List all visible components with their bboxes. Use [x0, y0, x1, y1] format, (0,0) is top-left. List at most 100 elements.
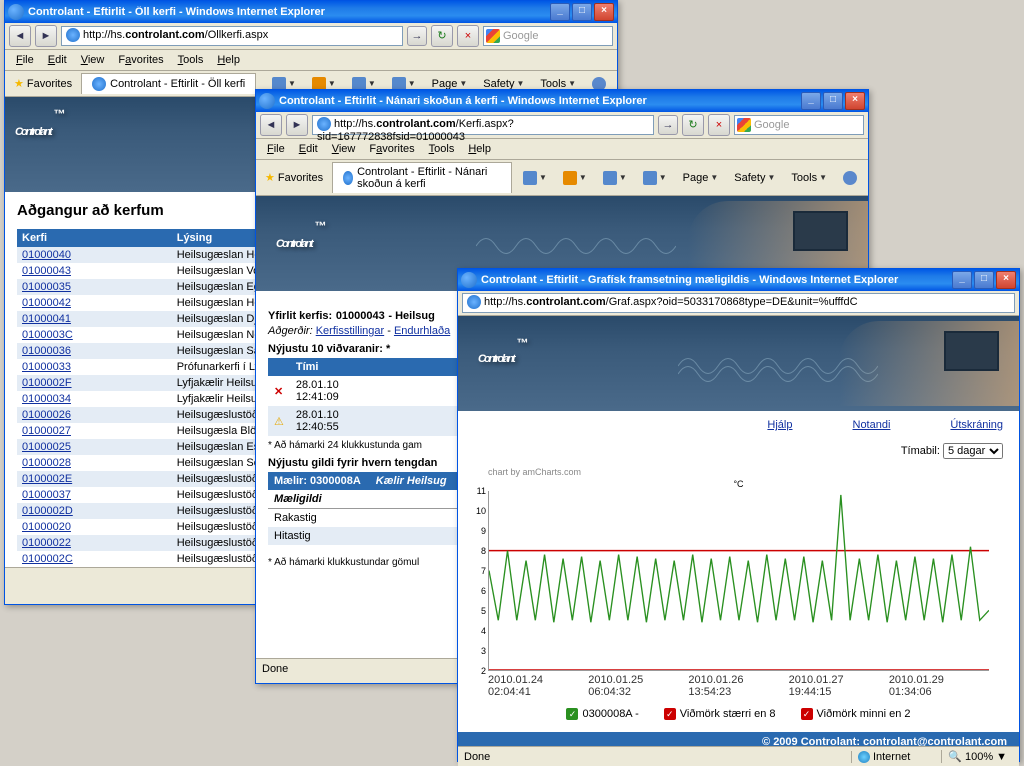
refresh-button[interactable]: ↻: [682, 114, 704, 136]
menu-favorites[interactable]: Favorites: [112, 52, 169, 68]
minimize-button[interactable]: _: [952, 271, 972, 289]
kerfi-link[interactable]: 01000026: [22, 409, 71, 421]
brand-banner: Controlant™: [458, 316, 1019, 411]
google-icon: [486, 29, 500, 43]
timespan-row: Tímabil: 5 dagar: [458, 439, 1019, 463]
kerfi-link[interactable]: 01000020: [22, 521, 71, 533]
home-button[interactable]: ▼: [516, 168, 554, 188]
tools-menu[interactable]: Tools ▼: [784, 169, 834, 187]
address-bar[interactable]: http://hs.controlant.com/Kerfi.aspx?sid=…: [312, 115, 654, 135]
menu-file[interactable]: File: [10, 52, 40, 68]
link-logout[interactable]: Útskráning: [950, 419, 1003, 431]
menu-favorites[interactable]: Favorites: [363, 141, 420, 157]
kerfi-link[interactable]: 0100002F: [22, 377, 72, 389]
col-time: Tími: [290, 358, 474, 376]
ytick-label: 4: [471, 626, 486, 636]
feed-icon: [563, 171, 577, 185]
kerfi-link[interactable]: 01000041: [22, 313, 71, 325]
xtick-label: 2010.01.24 02:04:41: [488, 674, 588, 698]
help-icon-button[interactable]: [836, 168, 864, 188]
forward-button[interactable]: ►: [35, 25, 57, 47]
ie-icon: [259, 93, 275, 109]
link-user[interactable]: Notandi: [853, 419, 891, 431]
link-help[interactable]: Hjálp: [767, 419, 792, 431]
kerfi-link[interactable]: 01000028: [22, 457, 71, 469]
ie-icon: [8, 4, 24, 20]
close-button[interactable]: ×: [594, 3, 614, 21]
kerfi-link[interactable]: 01000027: [22, 425, 71, 437]
kerfi-link[interactable]: 01000025: [22, 441, 71, 453]
page-menu[interactable]: Page ▼: [676, 169, 726, 187]
favorites-bar: ★Favorites Controlant - Eftirlit - Nánar…: [256, 160, 868, 196]
go-button[interactable]: →: [407, 26, 427, 46]
status-text: Done: [262, 663, 288, 675]
stop-button[interactable]: ×: [708, 114, 730, 136]
back-button[interactable]: ◄: [9, 25, 31, 47]
kerfi-link[interactable]: 01000034: [22, 393, 71, 405]
kerfi-link[interactable]: 0100002C: [22, 553, 73, 565]
maximize-button[interactable]: □: [572, 3, 592, 21]
chart-plot: 234567891011: [488, 491, 989, 671]
link-kerfisstillingar[interactable]: Kerfisstillingar: [316, 325, 384, 337]
go-button[interactable]: →: [658, 115, 678, 135]
search-box[interactable]: Google: [483, 26, 613, 46]
globe-icon: [858, 751, 870, 763]
brand-logo: Controlant™: [276, 204, 325, 259]
close-button[interactable]: ×: [845, 92, 865, 110]
address-bar[interactable]: http://hs.controlant.com/Ollkerfi.aspx: [61, 26, 403, 46]
favorites-button[interactable]: ★Favorites: [260, 169, 328, 186]
minimize-button[interactable]: _: [550, 3, 570, 21]
kerfi-link[interactable]: 0100002E: [22, 473, 72, 485]
titlebar[interactable]: Controlant - Eftirlit - Grafísk framsetn…: [458, 269, 1019, 291]
kerfi-link[interactable]: 0100003C: [22, 329, 73, 341]
page-icon: [92, 77, 106, 91]
forward-button[interactable]: ►: [286, 114, 308, 136]
maximize-button[interactable]: □: [974, 271, 994, 289]
menu-view[interactable]: View: [326, 141, 362, 157]
titlebar[interactable]: Controlant - Eftirlit - Nánari skoðun á …: [256, 90, 868, 112]
chart-area: chart by amCharts.com °C 234567891011 20…: [458, 463, 1019, 724]
link-endurhlada[interactable]: Endurhlaða: [394, 325, 450, 337]
close-button[interactable]: ×: [996, 271, 1016, 289]
kerfi-link[interactable]: 01000043: [22, 265, 71, 277]
chart-xlabels: 2010.01.24 02:04:412010.01.25 06:04:3220…: [488, 674, 989, 698]
ytick-label: 2: [471, 666, 486, 676]
favorites-button[interactable]: ★Favorites: [9, 75, 77, 92]
kerfi-link[interactable]: 01000040: [22, 249, 71, 261]
maximize-button[interactable]: □: [823, 92, 843, 110]
browser-tab[interactable]: Controlant - Eftirlit - Öll kerfi: [81, 73, 256, 94]
kerfi-link[interactable]: 01000036: [22, 345, 71, 357]
kerfi-link[interactable]: 01000033: [22, 361, 71, 373]
browser-tab[interactable]: Controlant - Eftirlit - Nánari skoðun á …: [332, 162, 512, 193]
refresh-button[interactable]: ↻: [431, 25, 453, 47]
back-button[interactable]: ◄: [260, 114, 282, 136]
search-box[interactable]: Google: [734, 115, 864, 135]
print-button[interactable]: ▼: [636, 168, 674, 188]
address-bar[interactable]: http://hs.controlant.com/Graf.aspx?oid=5…: [462, 293, 1015, 313]
ytick-label: 6: [471, 586, 486, 596]
mail-button[interactable]: ▼: [596, 168, 634, 188]
menu-file[interactable]: File: [261, 141, 291, 157]
menu-edit[interactable]: Edit: [293, 141, 324, 157]
safety-menu[interactable]: Safety ▼: [727, 169, 782, 187]
minimize-button[interactable]: _: [801, 92, 821, 110]
kerfi-link[interactable]: 01000022: [22, 537, 71, 549]
kerfi-link[interactable]: 0100002D: [22, 505, 73, 517]
menu-edit[interactable]: Edit: [42, 52, 73, 68]
kerfi-link[interactable]: 01000042: [22, 297, 71, 309]
kerfi-link[interactable]: 01000037: [22, 489, 71, 501]
menu-help[interactable]: Help: [462, 141, 497, 157]
kerfi-link[interactable]: 01000035: [22, 281, 71, 293]
stop-button[interactable]: ×: [457, 25, 479, 47]
print-icon: [643, 171, 657, 185]
alert-time: 28.01.1012:40:55: [290, 406, 474, 436]
timespan-select[interactable]: 5 dagar: [943, 443, 1003, 459]
menu-help[interactable]: Help: [211, 52, 246, 68]
legend-item: ✓Viðmörk stærri en 8: [664, 708, 776, 720]
titlebar[interactable]: Controlant - Eftirlit - Öll kerfi - Wind…: [5, 1, 617, 23]
menu-tools[interactable]: Tools: [423, 141, 461, 157]
menu-view[interactable]: View: [75, 52, 111, 68]
feeds-button[interactable]: ▼: [556, 168, 594, 188]
zoom-indicator[interactable]: 🔍 100% ▼: [941, 750, 1013, 763]
menu-tools[interactable]: Tools: [172, 52, 210, 68]
